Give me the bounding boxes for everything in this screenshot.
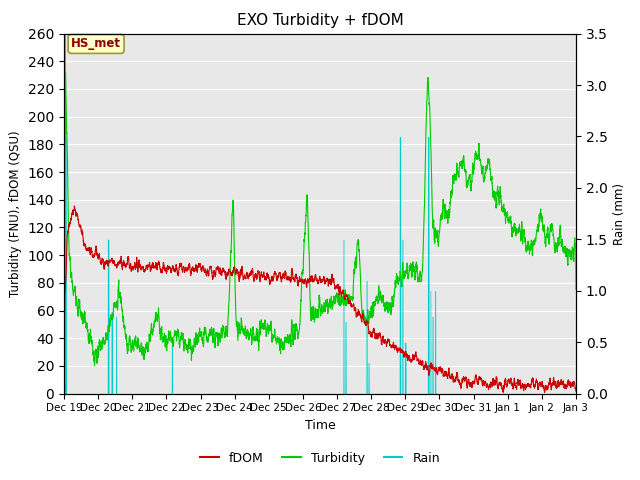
Legend: fDOM, Turbidity, Rain: fDOM, Turbidity, Rain [195, 447, 445, 469]
Text: HS_met: HS_met [71, 37, 121, 50]
X-axis label: Time: Time [305, 419, 335, 432]
Y-axis label: Turbidity (FNU), fDOM (QSU): Turbidity (FNU), fDOM (QSU) [9, 130, 22, 297]
Title: EXO Turbidity + fDOM: EXO Turbidity + fDOM [237, 13, 403, 28]
Y-axis label: Rain (mm): Rain (mm) [613, 182, 627, 245]
